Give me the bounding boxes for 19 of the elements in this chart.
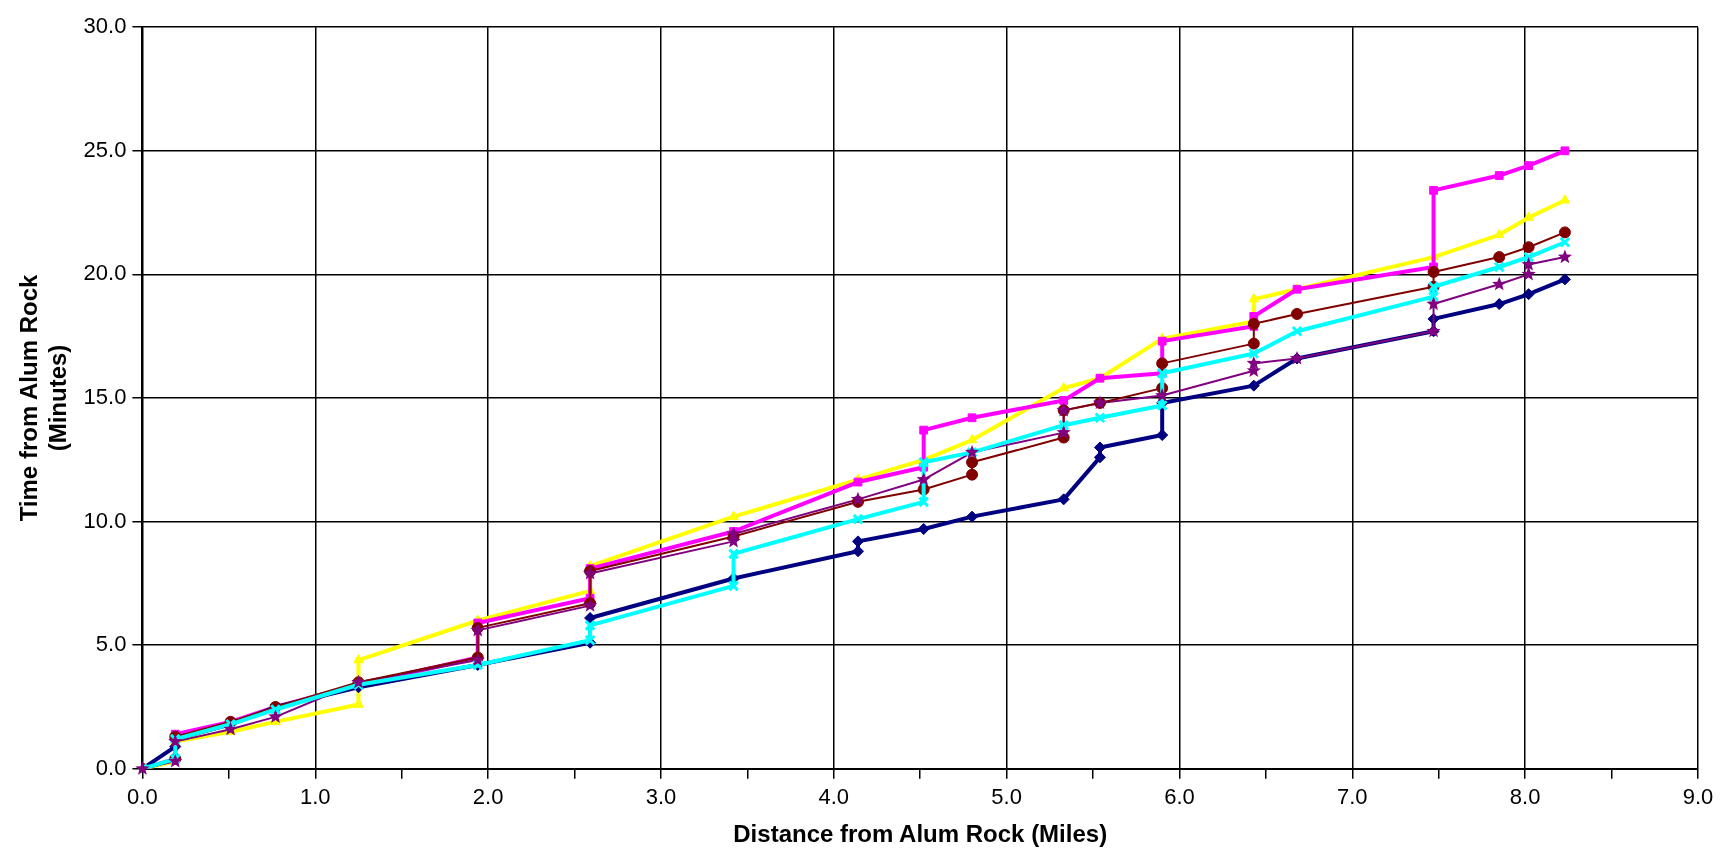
y-tick-label: 0.0 — [95, 754, 127, 780]
y-tick-label: 30.0 — [83, 13, 127, 39]
x-tick-label: 9.0 — [1682, 784, 1714, 810]
y-axis-title: Time from Alum Rock (Minutes) — [15, 273, 71, 522]
x-tick-label: 0.0 — [127, 784, 158, 810]
x-tick-label: 2.0 — [472, 784, 504, 810]
y-tick-label: 20.0 — [83, 260, 127, 286]
x-tick-label: 1.0 — [299, 784, 331, 810]
y-tick-label: 25.0 — [83, 136, 127, 162]
y-tick-label: 5.0 — [95, 631, 127, 657]
x-tick-label: 7.0 — [1337, 784, 1368, 810]
y-tick-label: 10.0 — [83, 507, 127, 533]
y-tick-label: 15.0 — [83, 384, 127, 410]
x-tick-label: 4.0 — [818, 784, 850, 810]
x-axis-title: Distance from Alum Rock (Miles) — [733, 820, 1108, 848]
x-tick-label: 3.0 — [645, 784, 677, 810]
x-tick-label: 8.0 — [1509, 784, 1541, 810]
x-tick-label: 5.0 — [991, 784, 1022, 810]
x-tick-label: 6.0 — [1164, 784, 1195, 810]
